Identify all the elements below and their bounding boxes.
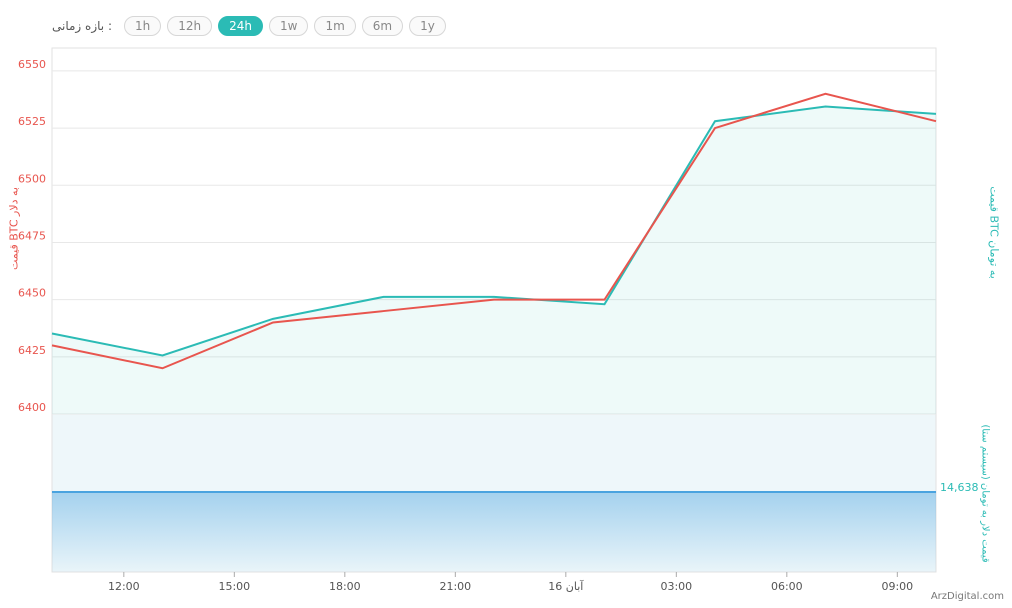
left-tick-label: 6500 [18, 172, 46, 185]
x-tick-label: 06:00 [771, 580, 803, 593]
x-tick-label: 18:00 [329, 580, 361, 593]
left-tick-label: 6400 [18, 401, 46, 414]
usd-series-line [51, 92, 937, 370]
period-24h[interactable]: 24h [218, 16, 263, 36]
range-label: بازه زمانی : [52, 19, 112, 33]
lower-tick-label: 14,638 [940, 481, 979, 494]
period-1m[interactable]: 1m [314, 16, 356, 36]
x-tick-label: 03:00 [660, 580, 692, 593]
right-axis-label: قیمت BTC به تومان [987, 186, 1001, 279]
left-tick-label: 6425 [18, 344, 46, 357]
x-tick-label: 16 آبان [548, 579, 584, 593]
period-1w[interactable]: 1w [268, 16, 309, 36]
period-6m[interactable]: 6m [361, 16, 404, 36]
period-selector: بازه زمانی : 1h 12h 24h 1w 1m 6m 1y [52, 16, 446, 36]
left-axis-label: قیمت BTC به دلار [7, 187, 21, 270]
x-tick-label: 09:00 [881, 580, 913, 593]
toman-area [52, 106, 936, 414]
period-12h[interactable]: 12h [167, 16, 213, 36]
x-tick-label: 21:00 [439, 580, 471, 593]
x-tick-label: 12:00 [108, 580, 140, 593]
x-tick-label: 15:00 [218, 580, 250, 593]
left-tick-label: 6475 [18, 229, 46, 242]
watermark: ArzDigital.com [930, 591, 1004, 602]
left-tick-label: 6550 [18, 58, 46, 71]
period-1y[interactable]: 1y [409, 16, 446, 36]
rate-area [52, 492, 936, 572]
left-tick-label: 6450 [18, 287, 46, 300]
lower-right-axis-label: قیمت دلار به تومان (سیستم ستا) [979, 424, 991, 563]
toman-series-line [51, 105, 937, 357]
left-tick-label: 6525 [18, 115, 46, 128]
period-1h[interactable]: 1h [123, 16, 162, 36]
